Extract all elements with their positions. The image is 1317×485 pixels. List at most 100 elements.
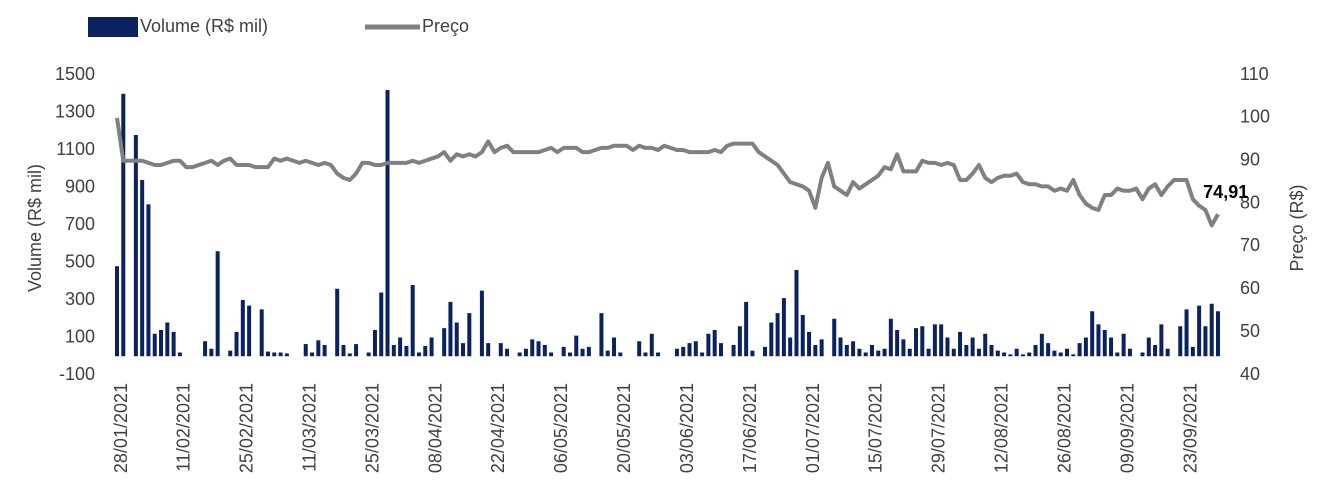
- bar: [970, 337, 975, 357]
- bar: [454, 322, 459, 357]
- bar: [152, 333, 157, 357]
- bar: [895, 330, 900, 357]
- bar: [140, 180, 145, 357]
- bar: [523, 348, 528, 357]
- bar: [901, 339, 906, 357]
- bar: [718, 343, 723, 357]
- bar: [995, 350, 1000, 357]
- bar: [863, 352, 868, 357]
- bar: [737, 326, 742, 357]
- bar: [115, 266, 119, 357]
- bar: [976, 348, 981, 357]
- bar: [391, 345, 396, 357]
- bar: [165, 322, 170, 357]
- legend-label: Volume (R$ mil): [140, 16, 268, 36]
- bar: [618, 352, 623, 357]
- y2-axis-title: Preço (R$): [1287, 184, 1307, 271]
- bar: [228, 350, 233, 357]
- bar: [1203, 326, 1208, 357]
- x-tick-label: 29/07/2021: [929, 383, 949, 473]
- bar: [385, 90, 390, 357]
- y2-tick-label: 70: [1240, 235, 1260, 255]
- bar: [234, 331, 239, 357]
- x-tick-label: 11/03/2021: [299, 383, 319, 472]
- bar: [1065, 348, 1070, 357]
- bar: [769, 322, 774, 357]
- bar: [1153, 345, 1158, 357]
- bar: [914, 328, 919, 357]
- bar: [1184, 309, 1189, 357]
- bar: [303, 344, 308, 357]
- y2-tick-label: 50: [1240, 321, 1260, 341]
- bar: [599, 313, 604, 357]
- bar: [1146, 337, 1151, 357]
- bar: [379, 292, 384, 357]
- y-tick-label: 900: [65, 176, 95, 196]
- legend-swatch: [88, 17, 138, 37]
- bar: [763, 346, 768, 357]
- y-tick-label: 300: [65, 289, 95, 309]
- bar: [247, 305, 252, 357]
- bar: [549, 352, 554, 357]
- bar: [479, 290, 484, 357]
- bar: [656, 352, 661, 357]
- bar: [700, 352, 705, 357]
- bar: [869, 345, 874, 357]
- bar: [322, 345, 327, 357]
- y2-tick-label: 100: [1240, 107, 1270, 127]
- bar: [1159, 324, 1164, 357]
- bar: [486, 343, 491, 357]
- bar: [1014, 348, 1019, 357]
- bar: [807, 331, 812, 357]
- y2-tick-label: 40: [1240, 364, 1260, 384]
- bar: [819, 339, 824, 357]
- bar: [1046, 343, 1051, 357]
- bar: [958, 331, 963, 357]
- bar: [498, 343, 503, 357]
- bar: [561, 346, 566, 357]
- bar: [1077, 343, 1082, 357]
- bar: [542, 345, 547, 357]
- y-axis-title: Volume (R$ mil): [25, 164, 45, 292]
- bar: [448, 301, 453, 357]
- bar: [461, 343, 466, 357]
- bar: [517, 352, 522, 357]
- bar: [574, 335, 579, 357]
- bar: [159, 330, 164, 357]
- bar: [643, 352, 648, 357]
- bar: [567, 352, 572, 357]
- bar: [177, 352, 182, 357]
- bar: [354, 344, 359, 357]
- bar: [1115, 352, 1120, 357]
- bar: [1140, 352, 1145, 357]
- bar: [876, 350, 881, 357]
- bar: [536, 341, 541, 357]
- bar: [687, 343, 692, 357]
- bar: [1027, 352, 1032, 357]
- bar: [932, 324, 937, 357]
- x-tick-label: 23/09/2021: [1180, 383, 1200, 473]
- bar: [731, 345, 736, 357]
- bar: [989, 345, 994, 357]
- bar: [693, 341, 698, 357]
- bar: [945, 337, 950, 357]
- bar: [1020, 354, 1025, 357]
- bar: [121, 93, 126, 357]
- bar: [612, 337, 617, 357]
- bar: [1102, 330, 1107, 357]
- bar: [284, 353, 289, 357]
- x-tick-label: 09/09/2021: [1117, 383, 1137, 473]
- bar: [1052, 350, 1057, 357]
- x-tick-label: 17/06/2021: [740, 383, 760, 473]
- bar: [416, 352, 421, 357]
- x-tick-label: 08/04/2021: [425, 383, 445, 473]
- y-tick-label: 1500: [55, 64, 95, 84]
- bar: [1058, 352, 1063, 357]
- bar: [278, 352, 283, 357]
- bar: [926, 348, 931, 357]
- x-tick-label: 22/04/2021: [488, 383, 508, 473]
- bar: [939, 324, 944, 357]
- bar: [706, 333, 711, 357]
- bar: [838, 337, 843, 357]
